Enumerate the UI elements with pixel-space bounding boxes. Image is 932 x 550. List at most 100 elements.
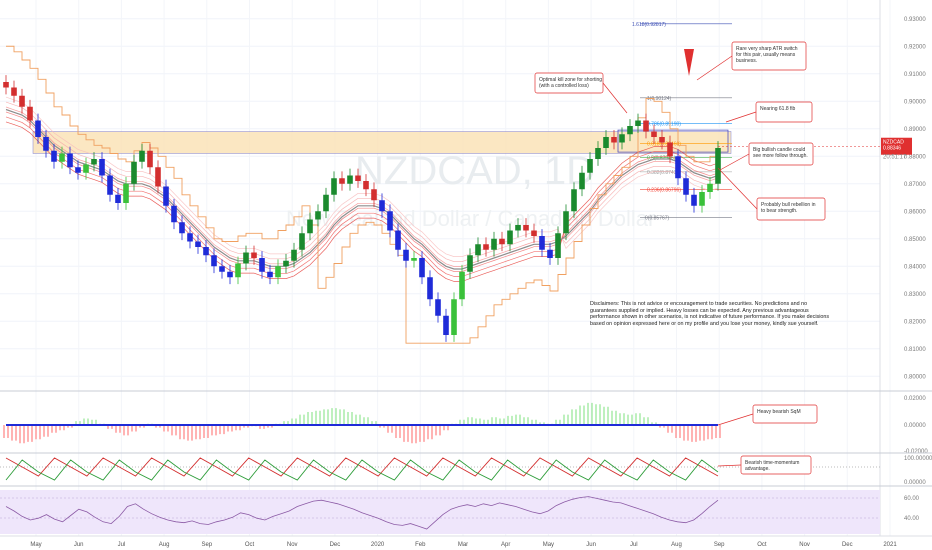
candle-body [707,183,713,192]
candle-body [451,299,457,335]
y-tick-label: 0.91000 [904,72,926,78]
note-atr-pointer [696,55,733,81]
price-countdown: 20:51:17 [883,155,907,161]
candle-body [507,230,513,245]
candle-body [355,175,361,181]
candle-body [347,175,353,184]
tm-bull-line [5,459,719,481]
candle-body [147,150,153,168]
down-arrow-icon [684,49,694,76]
y-tick-label: 0.82000 [904,319,926,325]
candle-body [35,120,41,137]
candle-body [195,241,201,247]
candle-body [419,258,425,278]
candle-body [187,233,193,242]
sqz-tick: 0.00000 [904,423,926,429]
kill-zone-box [617,129,729,153]
y-tick-label: 0.80000 [904,374,926,380]
y-tick-label: 0.85000 [904,237,926,243]
candle-body [411,258,417,261]
x-tick-label: Feb [415,542,426,548]
time-axis: May Jun Jul Aug Sep Oct Nov Dec 2020 Feb Mar Apr May… [0,535,932,548]
candle-body [515,225,521,231]
candle-body [379,200,385,212]
x-tick-label: Jun [586,542,596,548]
note-tm-text: Bearish time-momentum [745,460,799,466]
rsi-tick: 60.00 [904,496,920,502]
fib-label: 0.786(0.89190) [647,122,681,128]
x-tick-label: Jul [118,542,126,548]
atr-stop-line [6,45,719,344]
fib-label: 0.618(0.88460) [647,142,681,148]
candle-body [683,178,689,195]
candle-body [139,150,145,162]
x-tick-label: Oct [245,542,255,548]
tm-tick: 100.00000 [904,456,932,462]
x-tick-label: Sep [714,542,725,548]
candle-body [75,167,81,173]
candle-body [107,175,113,195]
x-tick-label: Oct [757,542,767,548]
candle-body [59,153,65,162]
y-tick-label: 0.81000 [904,347,926,353]
candle-body [699,192,705,206]
x-tick-label: Nov [287,542,298,548]
candle-body [307,219,313,234]
x-tick-label: May [543,542,554,548]
candle-body [339,178,345,184]
candle-body [603,137,609,148]
x-tick-label: May [30,542,41,548]
fib-label: 0.382(0.87432) [647,170,681,176]
x-tick-label: Apr [501,542,510,548]
candle-body [539,236,545,250]
x-tick-label: 2021 [883,542,897,548]
price-badge-symbol: NZDCAD [883,140,904,146]
candle-body [43,137,49,151]
candle-body [387,211,393,231]
note-rebellion-pointer [717,167,758,210]
ribbon-line [5,96,719,257]
candle-body [363,181,369,190]
candle-body [219,266,225,272]
y-tick-label: 0.84000 [904,264,926,270]
candle-body [499,238,505,245]
candle-body [571,189,577,212]
candle-body [395,230,401,250]
candle-body [171,205,177,223]
y-tick-label: 0.92000 [904,44,926,50]
candle-body [403,249,409,261]
note-fib-pointer [725,111,757,123]
candle-body [11,87,17,96]
candle-body [459,271,465,300]
candle-body [163,186,169,206]
note-bullish-text: Big bullish candle could [753,147,805,153]
note-fib-box [755,101,813,123]
candle-body [643,120,649,132]
candle-body [227,271,233,278]
candle-body [667,142,673,157]
y-tick-label: 0.93000 [904,17,926,23]
candle-body [371,189,377,201]
ribbon-line [5,106,719,267]
candle-body [115,194,121,203]
candle-body [587,159,593,173]
note-rebellion-text: Probably bull rebellion in [761,202,816,208]
rsi-tick: 40.00 [904,516,920,522]
candle-body [611,137,617,143]
x-tick-label: Mar [458,542,468,548]
candle-body [123,183,129,203]
annotations: Optimal kill zone for shorting(with a co… [534,41,826,475]
candle-body [651,131,657,137]
note-kill-zone-text: (with a controlled loss) [539,83,589,89]
y-tick-label: 0.86000 [904,209,926,215]
atr-stop-path [6,45,719,344]
candle-body [51,150,57,162]
rsi-line [5,496,719,530]
note-sqz-pointer [717,413,754,426]
candle-body [627,126,633,135]
candle-body [331,178,337,195]
candle-body [427,277,433,300]
candle-body [251,252,257,258]
